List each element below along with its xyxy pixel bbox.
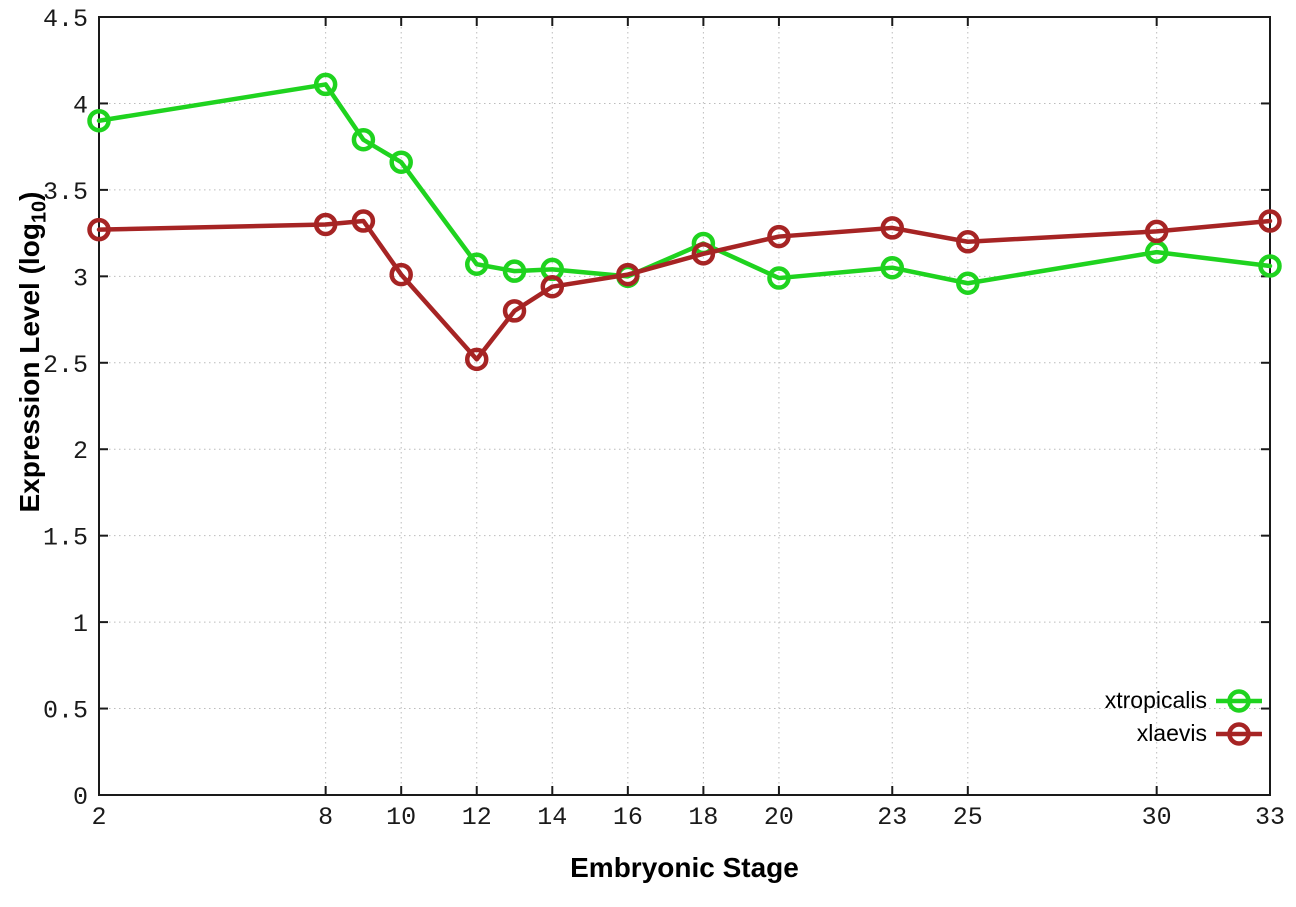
y-tick-label: 2.5 [43,351,88,380]
data-point-xlaevis [313,212,338,237]
data-point-xlaevis [616,262,640,287]
data-point-xtropicalis [502,259,527,283]
data-point-xtropicalis [351,128,376,152]
x-tick-label: 16 [613,803,643,832]
y-tick-label: 4 [73,91,88,120]
data-point-xtropicalis [313,72,338,97]
x-tick-label: 14 [537,803,567,832]
data-point-xlaevis [87,217,111,242]
x-tick-label: 18 [688,803,718,832]
data-point-xlaevis [691,242,716,266]
x-tick-label: 8 [318,803,333,832]
data-point-xlaevis [502,299,527,323]
legend-item-xtropicalis: xtropicalis [1105,684,1262,717]
y-axis-title-main: Expression Level (log [14,223,45,513]
y-tick-label: 3 [73,264,88,293]
data-point-xtropicalis [389,150,413,174]
plot-border [98,16,1271,796]
legend-label-xtropicalis: xtropicalis [1104,687,1207,713]
data-point-xlaevis [767,224,791,249]
legend-marker-xtropicalis [1216,688,1262,713]
x-tick-label: 2 [91,803,106,832]
data-point-xlaevis [880,216,905,240]
data-point-xlaevis [351,209,376,233]
y-tick-label: 1.5 [43,524,88,553]
data-point-xlaevis [389,262,413,287]
y-axis-title: Expression Level (log10) [12,2,51,702]
data-point-xtropicalis [880,255,905,280]
data-point-xtropicalis [956,271,980,295]
y-tick-label: 4.5 [43,5,88,34]
x-tick-label: 10 [386,803,416,832]
y-tick-label: 3.5 [43,178,88,207]
data-point-xlaevis [540,274,565,299]
data-point-xlaevis [1258,209,1282,233]
x-tick-label: 33 [1255,803,1285,832]
y-tick-label: 0.5 [43,697,88,726]
y-tick-label: 2 [73,437,88,466]
series-line-xtropicalis [96,82,1273,286]
x-tick-label: 20 [764,803,794,832]
y-tick-label: 1 [73,610,88,639]
data-point-xtropicalis [1258,254,1282,278]
x-tick-label: 23 [877,803,907,832]
y-axis-title-subscript: 10 [28,200,51,224]
data-point-xlaevis [956,230,980,254]
series-line-xlaevis [96,218,1273,362]
data-point-xlaevis [464,347,489,372]
x-tick-label: 12 [462,803,492,832]
x-tick-label: 30 [1142,803,1172,832]
data-point-xtropicalis [767,266,791,290]
y-tick-label: 0 [73,783,88,812]
legend-label-xlaevis: xlaevis [1136,720,1207,746]
data-point-xlaevis [1144,219,1169,244]
x-axis-title: Embryonic Stage [570,852,799,883]
legend-item-xlaevis: xlaevis [1105,717,1262,750]
x-tick-label: 25 [953,803,983,832]
y-axis-title-end: ) [14,191,45,201]
legend-marker-xlaevis [1216,721,1262,746]
data-point-xtropicalis [87,108,111,133]
data-point-xtropicalis [464,252,489,276]
legend: xtropicalis xlaevis [1105,684,1262,750]
